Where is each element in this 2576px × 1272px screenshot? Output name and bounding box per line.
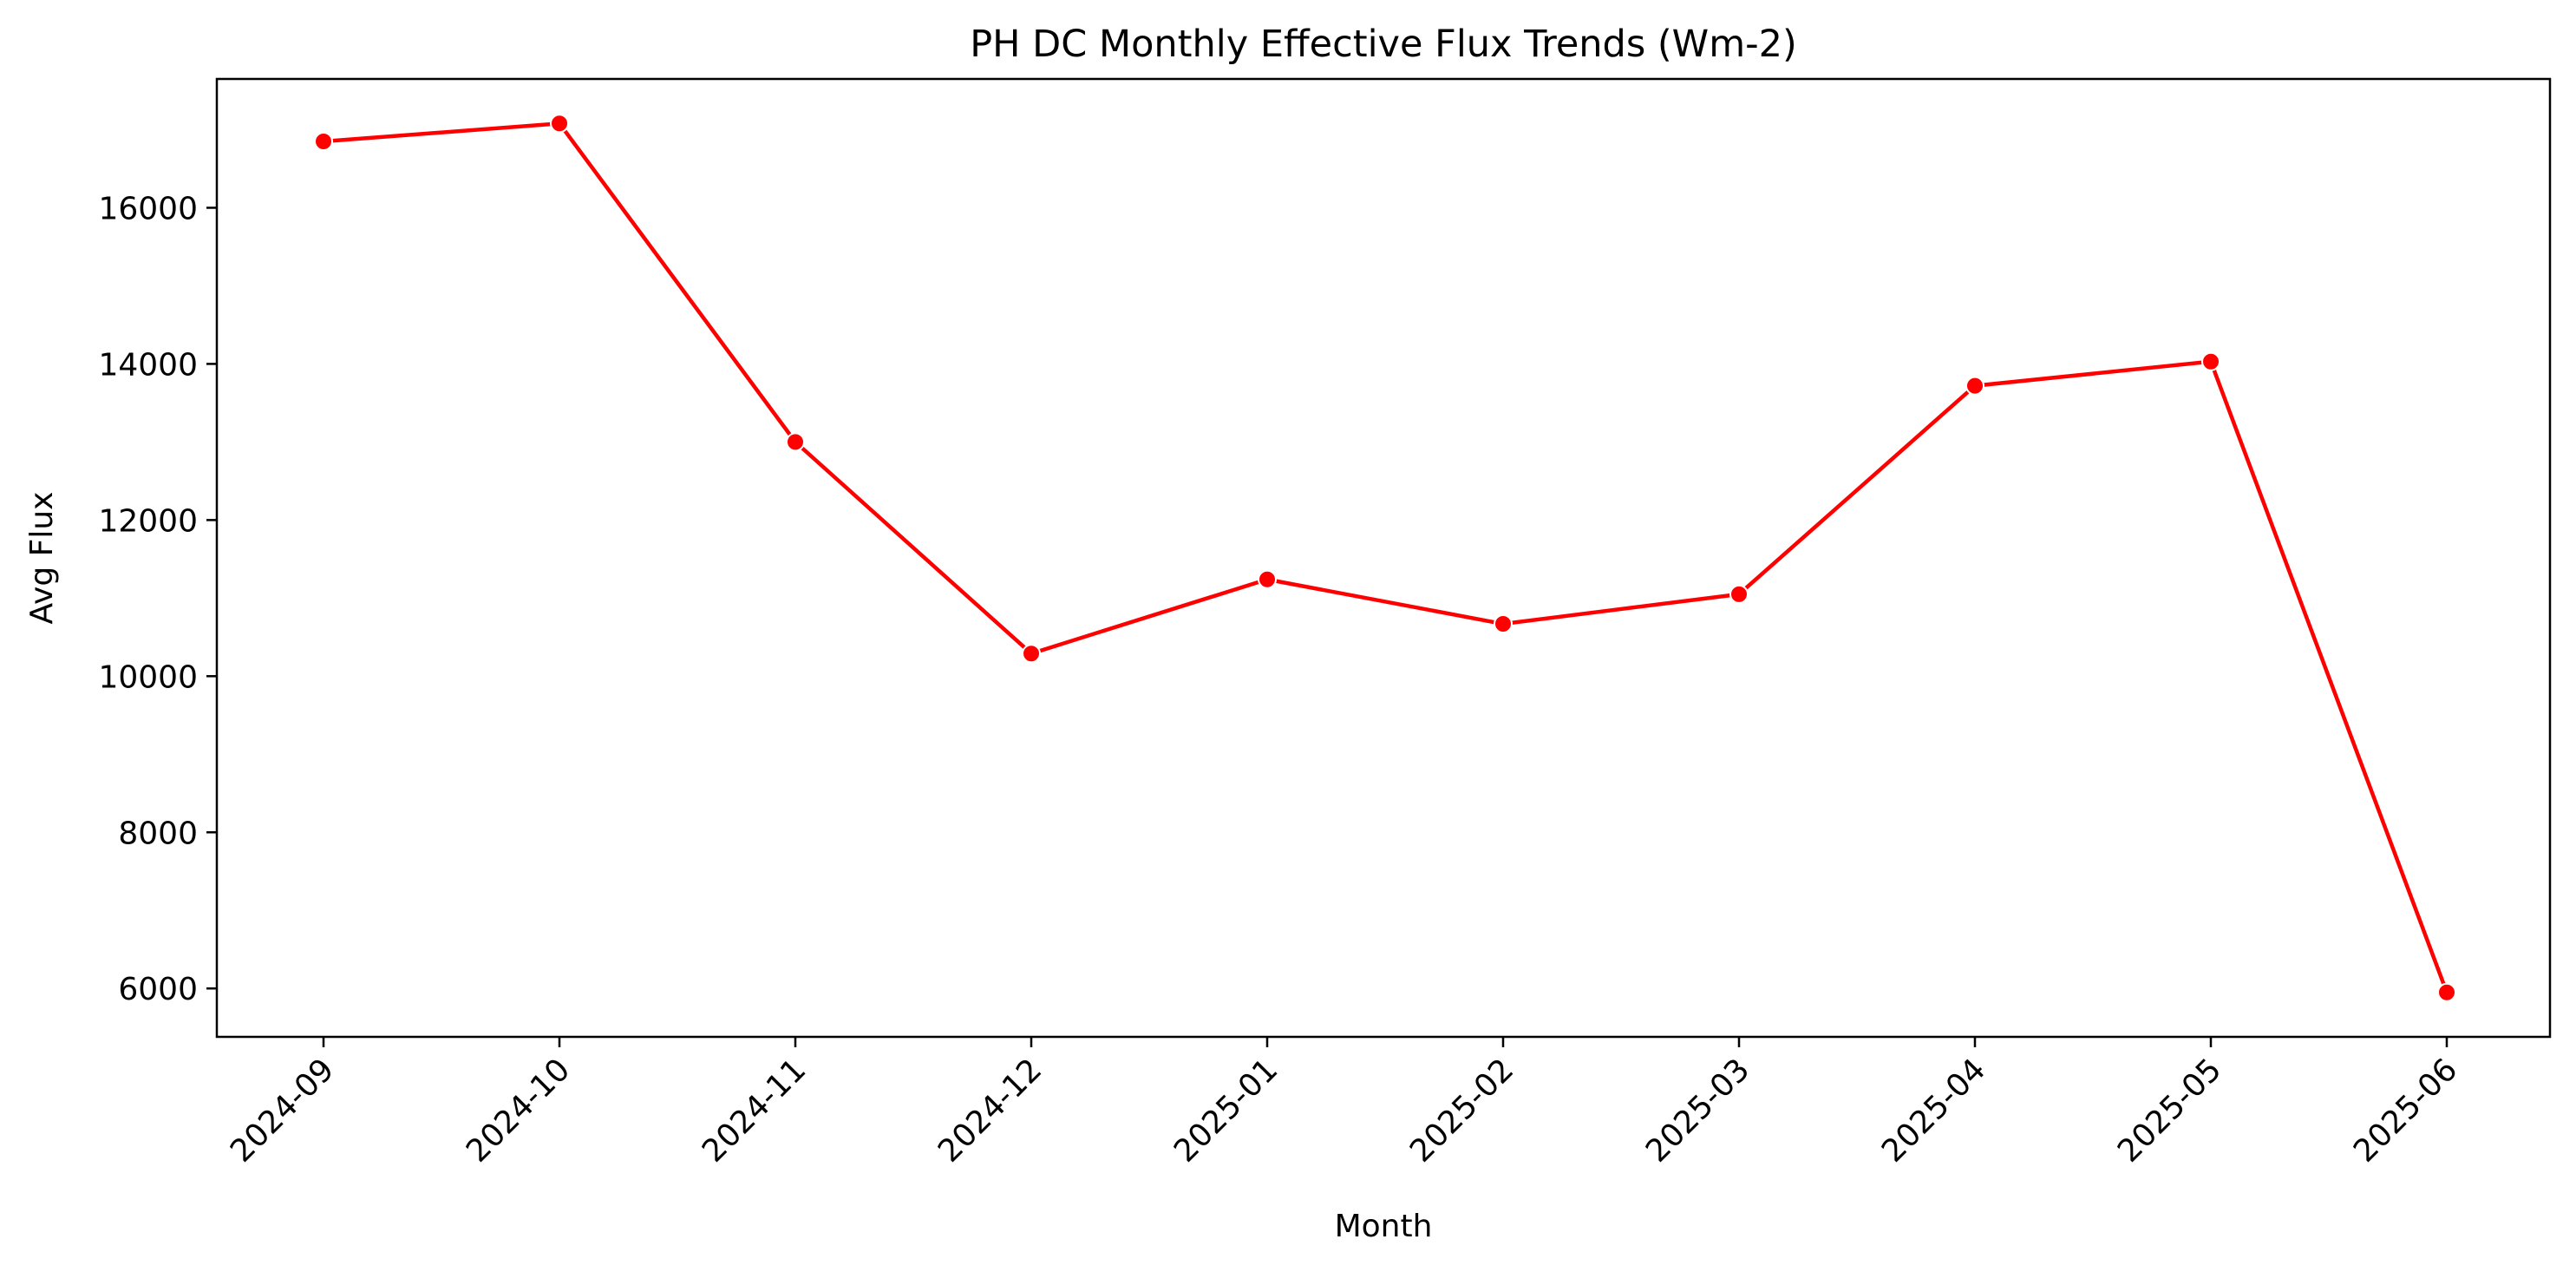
- y-tick-label: 16000: [98, 191, 198, 226]
- series-line: [323, 121, 2449, 993]
- data-point: [1729, 584, 1749, 604]
- y-tick-label: 12000: [98, 503, 198, 539]
- chart-title: PH DC Monthly Effective Flux Trends (Wm-…: [970, 23, 1796, 66]
- x-axis-label: Month: [1335, 1209, 1433, 1244]
- data-point: [786, 432, 805, 452]
- data-point: [550, 114, 569, 134]
- data-point: [2201, 351, 2220, 371]
- y-tick-label: 6000: [118, 972, 198, 1007]
- data-point: [1022, 644, 1041, 664]
- plot-frame: [215, 77, 2552, 1039]
- y-axis-ticks: 6000 8000 10000 12000 14000 16000: [98, 191, 217, 1007]
- data-point: [314, 131, 333, 151]
- y-tick-label: 14000: [98, 347, 198, 383]
- y-tick-label: 8000: [118, 816, 198, 851]
- y-tick-label: 10000: [98, 659, 198, 695]
- data-point: [1494, 614, 1513, 634]
- y-axis-label: Avg Flux: [24, 492, 60, 625]
- data-point: [1258, 569, 1277, 589]
- data-point: [2437, 982, 2456, 1002]
- data-point: [1965, 376, 1984, 396]
- series-layer: [314, 114, 2456, 1002]
